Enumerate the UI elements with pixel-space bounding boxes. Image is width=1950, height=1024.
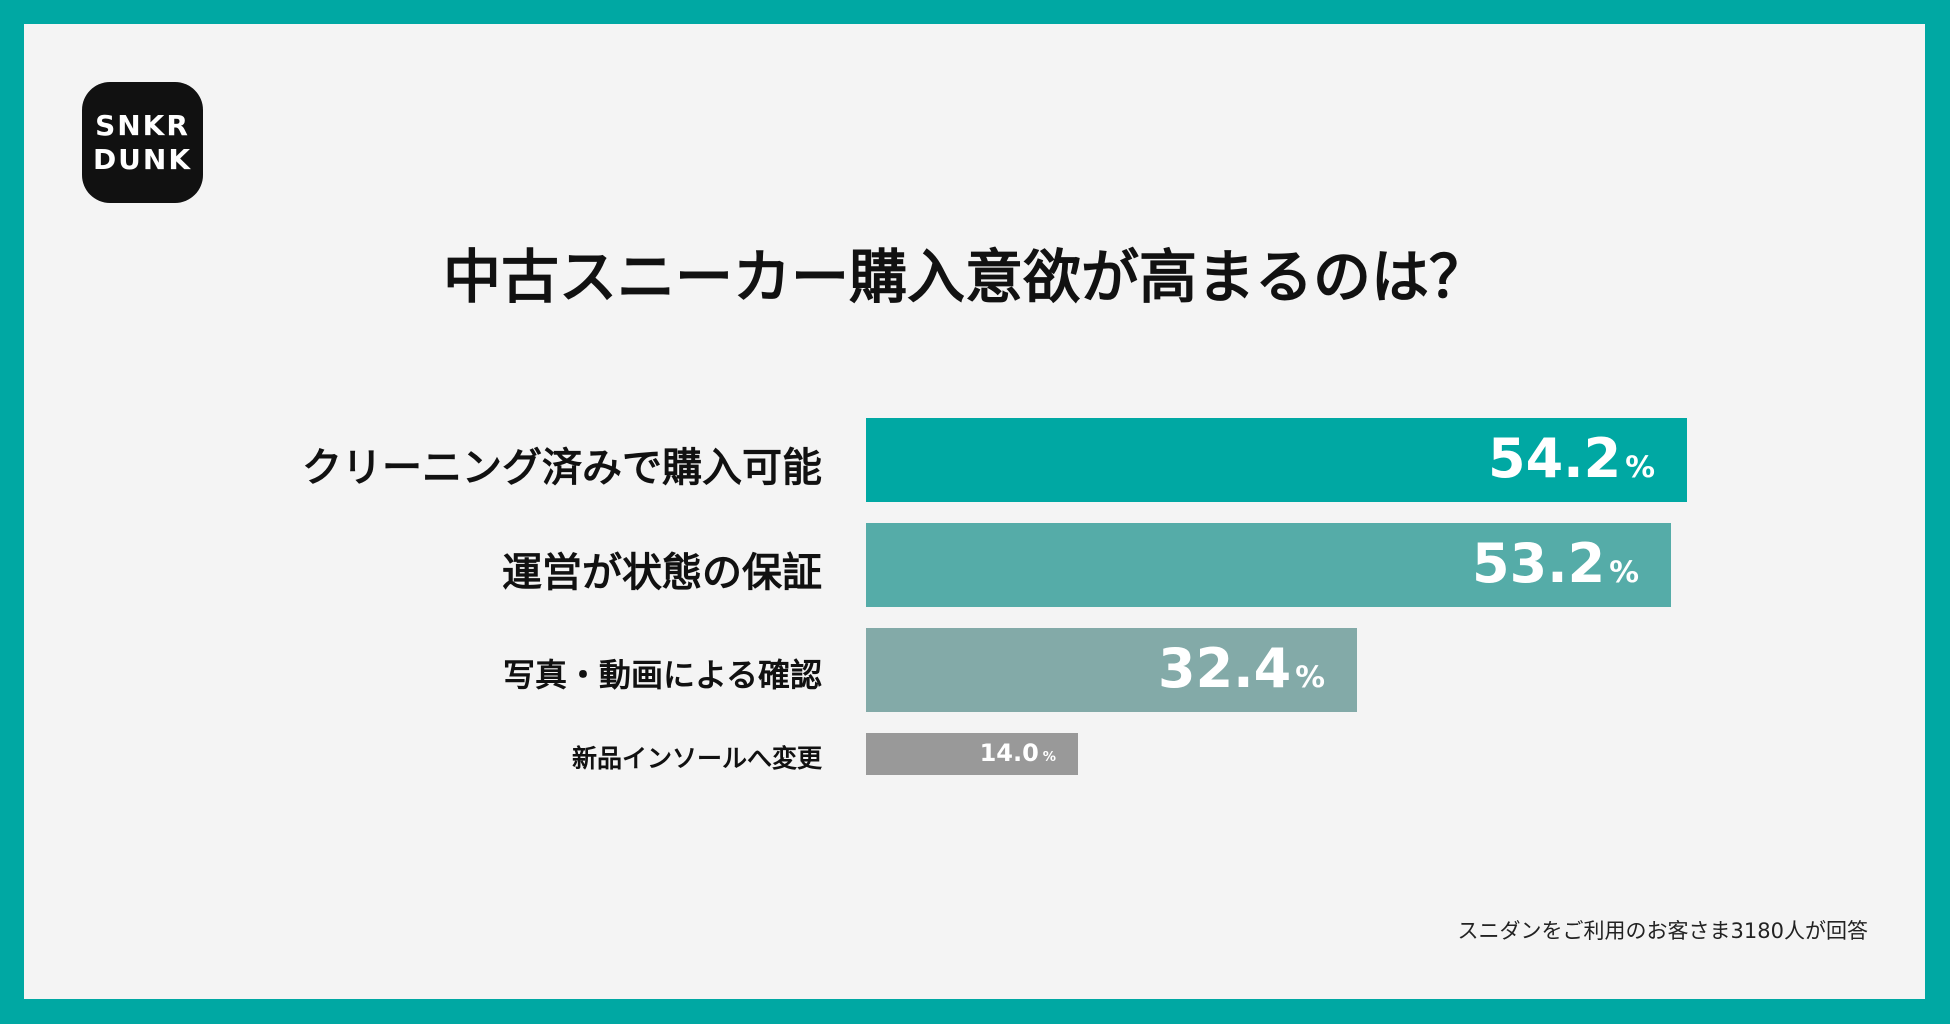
logo-line1: SNKR <box>95 108 190 142</box>
category-label: 写真・動画による確認 <box>502 656 822 695</box>
bar <box>866 418 1687 502</box>
value-label: 32.4% <box>1158 636 1325 700</box>
bar <box>866 628 1357 712</box>
category-label: 運営が状態の保証 <box>502 550 822 597</box>
chart-title: 中古スニーカー購入意欲が高まるのは？ <box>442 243 1487 311</box>
logo-line2: DUNK <box>92 142 193 176</box>
category-label: クリーニング済みで購入可能 <box>302 445 822 492</box>
snkrdunk-logo: SNKR DUNK <box>82 82 203 203</box>
category-label: 新品インソールへ変更 <box>571 743 822 773</box>
value-label: 54.2% <box>1488 426 1655 490</box>
value-label: 53.2% <box>1472 531 1639 595</box>
footnote: スニダンをご利用のお客さま3180人が回答 <box>1457 919 1868 943</box>
bar <box>866 733 1078 775</box>
bar <box>866 523 1671 607</box>
value-label: 14.0% <box>979 739 1056 768</box>
content-panel <box>24 24 1925 999</box>
